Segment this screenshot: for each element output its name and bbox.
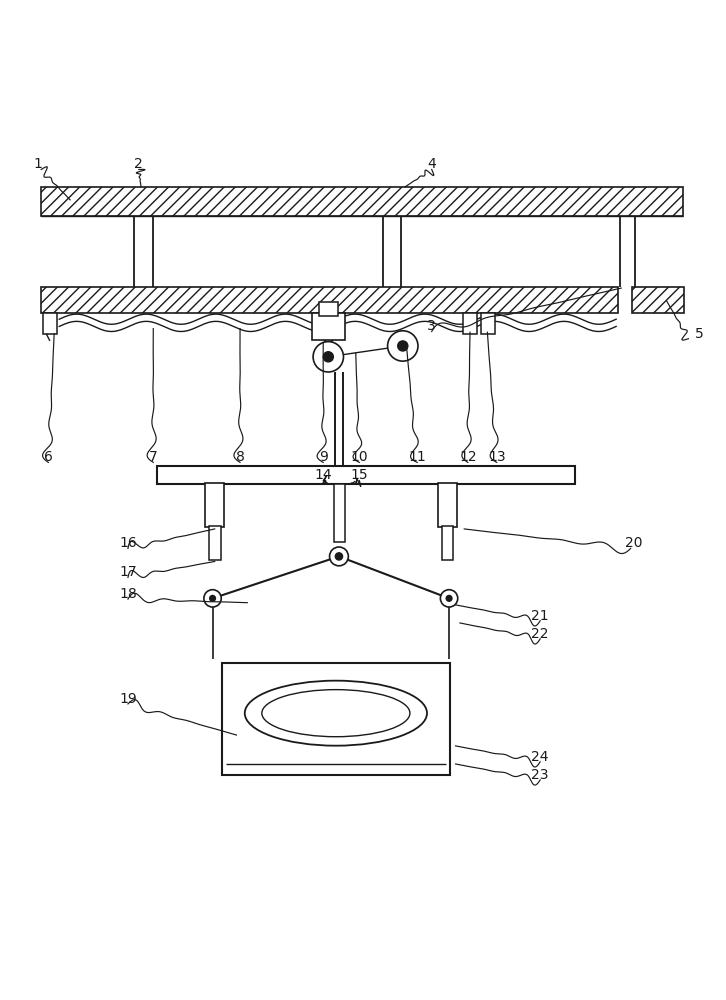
Bar <box>222 663 450 775</box>
Circle shape <box>441 590 457 607</box>
Text: 7: 7 <box>149 450 158 464</box>
Bar <box>439 483 457 527</box>
Bar <box>205 483 224 527</box>
Text: 20: 20 <box>626 536 643 550</box>
Text: 11: 11 <box>408 450 426 464</box>
Circle shape <box>446 595 452 601</box>
Bar <box>481 313 494 334</box>
Bar <box>209 526 221 560</box>
Circle shape <box>204 590 221 607</box>
Text: 9: 9 <box>319 450 327 464</box>
Circle shape <box>313 342 343 372</box>
Text: 4: 4 <box>428 157 436 171</box>
Text: 17: 17 <box>119 565 136 579</box>
Text: 6: 6 <box>44 450 53 464</box>
Bar <box>334 484 346 542</box>
Text: 5: 5 <box>695 327 703 341</box>
Bar <box>41 287 619 313</box>
Text: 12: 12 <box>459 450 477 464</box>
Circle shape <box>330 547 348 566</box>
Text: 22: 22 <box>531 627 549 641</box>
Text: 18: 18 <box>119 587 136 601</box>
Text: 14: 14 <box>314 468 332 482</box>
Text: 24: 24 <box>531 750 549 764</box>
Text: 15: 15 <box>351 468 368 482</box>
Bar <box>41 187 683 216</box>
Circle shape <box>323 352 333 362</box>
Bar <box>632 287 684 313</box>
Circle shape <box>210 595 216 601</box>
Text: 2: 2 <box>134 157 143 171</box>
Text: 10: 10 <box>351 450 368 464</box>
Ellipse shape <box>245 681 427 746</box>
Text: 3: 3 <box>428 319 436 333</box>
Bar <box>43 313 57 334</box>
Text: 21: 21 <box>531 609 549 623</box>
Text: 13: 13 <box>488 450 505 464</box>
Text: 8: 8 <box>236 450 245 464</box>
Ellipse shape <box>262 690 410 737</box>
Bar <box>442 526 454 560</box>
Text: 16: 16 <box>119 536 136 550</box>
Circle shape <box>335 553 343 560</box>
Bar <box>462 313 476 334</box>
Circle shape <box>388 331 418 361</box>
Bar <box>157 466 575 484</box>
Circle shape <box>398 341 408 351</box>
Text: 19: 19 <box>119 692 136 706</box>
Bar <box>319 302 338 316</box>
Text: 1: 1 <box>33 157 42 171</box>
Bar <box>311 313 345 340</box>
Text: 23: 23 <box>531 768 549 782</box>
